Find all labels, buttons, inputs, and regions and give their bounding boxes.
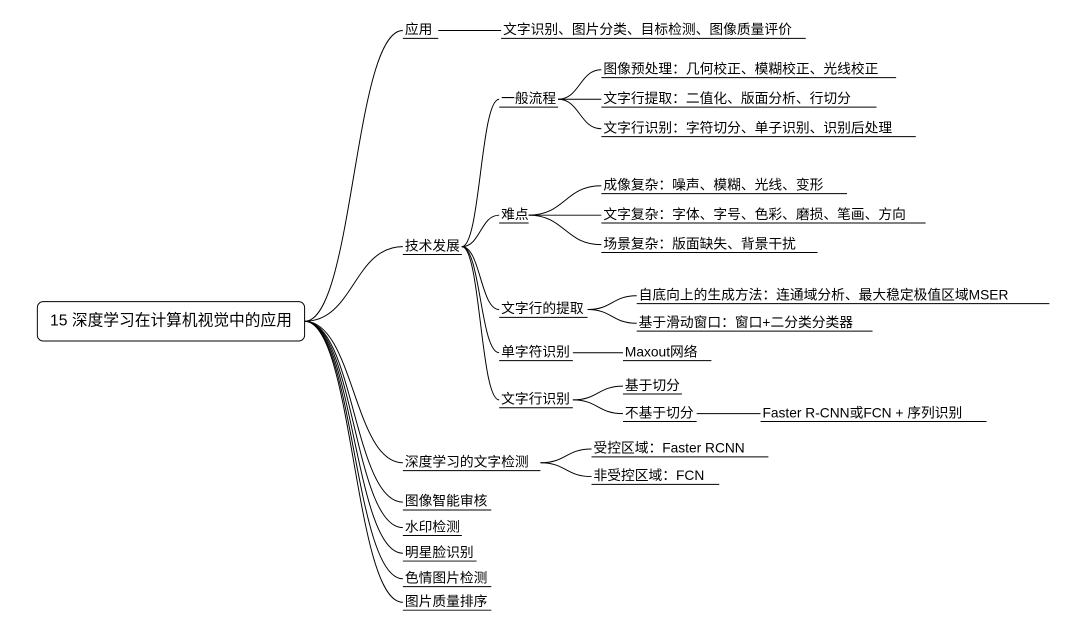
node-label: 图片质量排序 — [405, 594, 488, 609]
node-hard_1: 成像复杂：噪声、模糊、光线、变形 — [601, 176, 847, 193]
node-l1_star: 明星脸识别 — [403, 545, 477, 561]
node-label: 水印检测 — [405, 519, 460, 534]
edge — [529, 186, 602, 215]
node-label: 文字复杂：字体、字号、色彩、磨损、笔画、方向 — [603, 206, 906, 222]
node-label: 图像智能审核 — [405, 494, 488, 509]
edge — [462, 247, 499, 353]
node-l1_tech: 技术发展 — [403, 238, 462, 254]
edge — [305, 30, 403, 321]
edge — [529, 215, 602, 244]
node-label: 不基于切分 — [625, 404, 694, 420]
node-label: 文字行提取：二值化、版面分析、行切分 — [603, 91, 851, 106]
node-l1_app: 应用 — [403, 21, 438, 38]
node-l1_rank: 图片质量排序 — [403, 594, 491, 610]
edge — [573, 386, 623, 400]
node-label: 场景复杂：版面缺失、背景干扰 — [603, 235, 796, 251]
node-label: 文字识别、图片分类、目标检测、图像质量评价 — [503, 22, 792, 37]
node-l2_line: 文字行识别 — [499, 392, 573, 408]
edge — [305, 321, 403, 578]
nodes-layer: 15 深度学习在计算机视觉中的应用 应用技术发展深度学习的文字检测图像智能审核水印… — [37, 21, 1049, 610]
node-l1_porn: 色情图片检测 — [403, 569, 491, 586]
edge — [462, 99, 499, 246]
node-label: 非受控区域：FCN — [593, 468, 704, 483]
node-label: 自底向上的生成方法：连通域分析、最大稳定极值区域MSER — [639, 287, 1009, 302]
node-label: 基于切分 — [625, 377, 680, 393]
node-label: 文字行识别：字符切分、单子识别、识别后处理 — [603, 120, 892, 135]
node-app_leaf: 文字识别、图片分类、目标检测、图像质量评价 — [501, 22, 806, 38]
node-hard_3: 场景复杂：版面缺失、背景干扰 — [601, 235, 817, 252]
node-label: 深度学习的文字检测 — [405, 454, 529, 469]
edge — [573, 400, 623, 414]
node-line_2b: Faster R-CNN或FCN + 序列识别 — [761, 405, 987, 421]
node-label: Maxout网络 — [625, 344, 698, 359]
node-hard_2: 文字复杂：字体、字号、色彩、磨损、笔画、方向 — [601, 206, 925, 223]
node-label: 色情图片检测 — [405, 569, 488, 585]
edge — [305, 321, 403, 553]
node-label: 单字符识别 — [501, 344, 570, 359]
node-flow_1: 图像预处理：几何校正、模糊校正、光线校正 — [601, 60, 896, 77]
node-line_2: 不基于切分 — [623, 404, 697, 421]
node-flow_3: 文字行识别：字符切分、单子识别、识别后处理 — [601, 120, 915, 136]
edge — [305, 321, 403, 462]
node-label: 明星脸识别 — [405, 545, 474, 560]
edge — [540, 463, 591, 477]
node-label: 一般流程 — [501, 91, 556, 106]
edge — [305, 247, 403, 322]
node-label: 文字行识别 — [501, 392, 570, 407]
node-ext_1: 自底向上的生成方法：连通域分析、最大稳定极值区域MSER — [637, 287, 1050, 303]
node-ext_2: 基于滑动窗口：窗口+二分类分类器 — [637, 314, 873, 331]
node-l2_single: 单字符识别 — [499, 344, 573, 360]
node-label: 应用 — [405, 21, 433, 37]
node-flow_2: 文字行提取：二值化、版面分析、行切分 — [601, 91, 876, 107]
node-root: 15 深度学习在计算机视觉中的应用 — [37, 302, 304, 341]
node-label: 15 深度学习在计算机视觉中的应用 — [50, 310, 292, 329]
node-label: 技术发展 — [405, 238, 460, 253]
edge — [558, 70, 601, 99]
edge — [558, 99, 601, 128]
edge — [305, 321, 403, 527]
node-det_2: 非受控区域：FCN — [592, 468, 720, 484]
node-l2_extract: 文字行的提取 — [499, 301, 587, 317]
edge — [462, 247, 499, 400]
node-label: 成像复杂：噪声、模糊、光线、变形 — [603, 176, 823, 192]
node-l2_hard: 难点 — [499, 207, 529, 223]
edge — [305, 321, 403, 602]
node-label: 受控区域：Faster RCNN — [593, 441, 744, 456]
node-det_1: 受控区域：Faster RCNN — [592, 441, 769, 457]
node-label: 难点 — [501, 207, 529, 222]
mindmap-diagram: 15 深度学习在计算机视觉中的应用 应用技术发展深度学习的文字检测图像智能审核水印… — [0, 0, 1080, 621]
node-label: 基于滑动窗口：窗口+二分类分类器 — [639, 314, 854, 330]
node-l1_detect: 深度学习的文字检测 — [403, 454, 541, 470]
edge — [305, 321, 403, 502]
edge — [588, 296, 637, 310]
node-l2_flow: 一般流程 — [499, 91, 558, 107]
node-line_1: 基于切分 — [623, 377, 682, 394]
node-label: Faster R-CNN或FCN + 序列识别 — [762, 405, 962, 420]
node-label: 图像预处理：几何校正、模糊校正、光线校正 — [603, 60, 878, 76]
edge — [540, 449, 591, 463]
node-label: 文字行的提取 — [501, 301, 584, 316]
node-l1_audit: 图像智能审核 — [403, 494, 491, 510]
node-l1_water: 水印检测 — [403, 519, 462, 535]
edge — [588, 310, 637, 324]
node-single_leaf: Maxout网络 — [623, 344, 711, 360]
